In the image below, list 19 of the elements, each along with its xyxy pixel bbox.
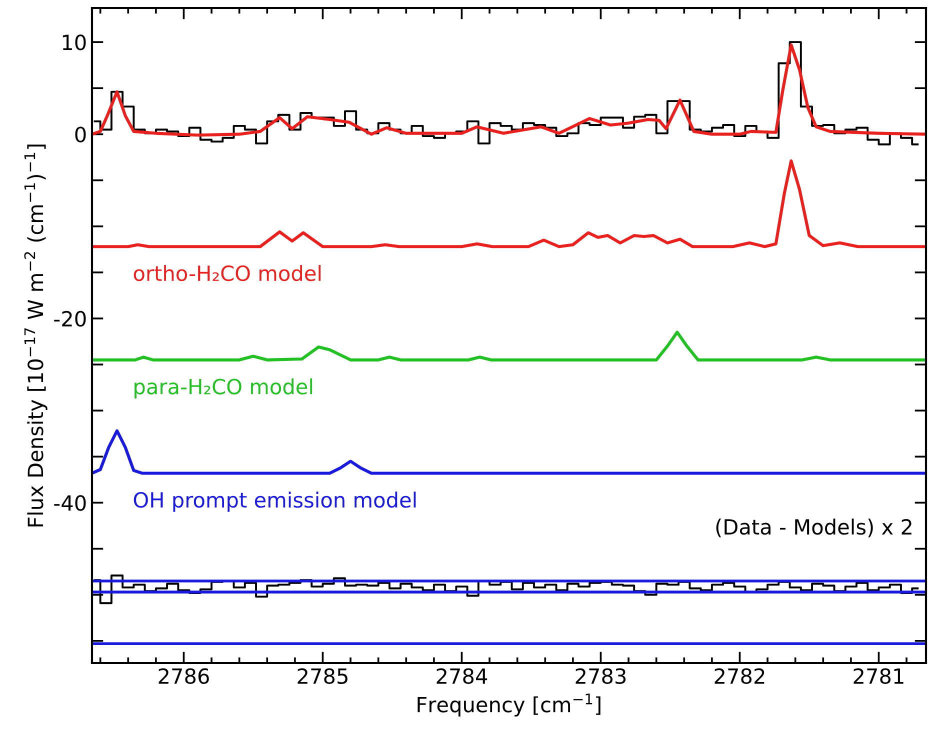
x-axis-title: Frequency [cm$^{−1}$] bbox=[418, 694, 600, 717]
x-tick-label: 2784 bbox=[436, 668, 488, 684]
x-tick-label: 2783 bbox=[576, 668, 626, 684]
text: Flux Density [10$^{−17}$ W m$^{−2}$ (cm$^{−1}$)$^{−1}$] bbox=[24, 144, 48, 526]
y-tick-label: 10 bbox=[62, 34, 86, 50]
x-tick-label: 2786 bbox=[158, 668, 209, 684]
line-series bbox=[92, 330, 926, 362]
x-tick-label: 2781 bbox=[854, 668, 904, 684]
series-label: ortho-H₂CO model bbox=[134, 265, 321, 282]
y-tick-label: -20 bbox=[54, 310, 86, 327]
series-label: para-H₂CO model bbox=[134, 378, 312, 398]
line-series bbox=[92, 429, 926, 475]
y-tick-label: 0 bbox=[75, 126, 86, 142]
y-tick-label: -40 bbox=[54, 495, 86, 511]
x-tick-label: 2782 bbox=[714, 668, 764, 684]
series-label: OH prompt emission model bbox=[134, 492, 416, 512]
annotation: (Data - Models) x 2 bbox=[716, 518, 912, 538]
line-series bbox=[92, 159, 926, 248]
x-tick-label: 2785 bbox=[298, 668, 348, 684]
